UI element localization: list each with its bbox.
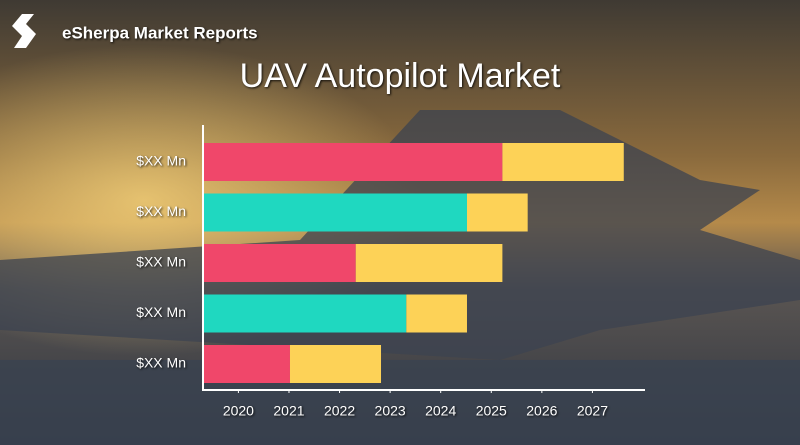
x-tick-label: 2027 bbox=[577, 403, 608, 419]
bar-segment bbox=[204, 244, 356, 282]
chart-title: UAV Autopilot Market bbox=[240, 57, 561, 95]
runway bbox=[0, 360, 800, 445]
x-tick-label: 2020 bbox=[223, 403, 254, 419]
bar-segment bbox=[204, 294, 407, 333]
x-tick-label: 2025 bbox=[476, 403, 507, 419]
x-tick-label: 2021 bbox=[273, 403, 304, 419]
x-tick-label: 2024 bbox=[425, 403, 456, 419]
y-tick-label: $XX Mn bbox=[136, 153, 186, 169]
bar-segment bbox=[406, 294, 467, 333]
y-tick-label: $XX Mn bbox=[136, 203, 186, 219]
brand: eSherpa Market Reports bbox=[62, 23, 258, 42]
x-tick-label: 2026 bbox=[526, 403, 557, 419]
bar-segment bbox=[204, 143, 503, 181]
x-tick-label: 2023 bbox=[375, 403, 406, 419]
y-tick-label: $XX Mn bbox=[136, 304, 186, 320]
bar-segment bbox=[204, 193, 467, 232]
y-tick-label: $XX Mn bbox=[136, 254, 186, 270]
y-tick-label: $XX Mn bbox=[136, 355, 186, 371]
bar-segment bbox=[204, 345, 290, 383]
x-tick-label: 2022 bbox=[324, 403, 355, 419]
bar-segment bbox=[355, 244, 503, 282]
logo: eSherpa Market Reports bbox=[12, 14, 258, 48]
bar-segment bbox=[289, 345, 382, 383]
bar-segment bbox=[466, 193, 528, 232]
bar-segment bbox=[502, 143, 624, 181]
